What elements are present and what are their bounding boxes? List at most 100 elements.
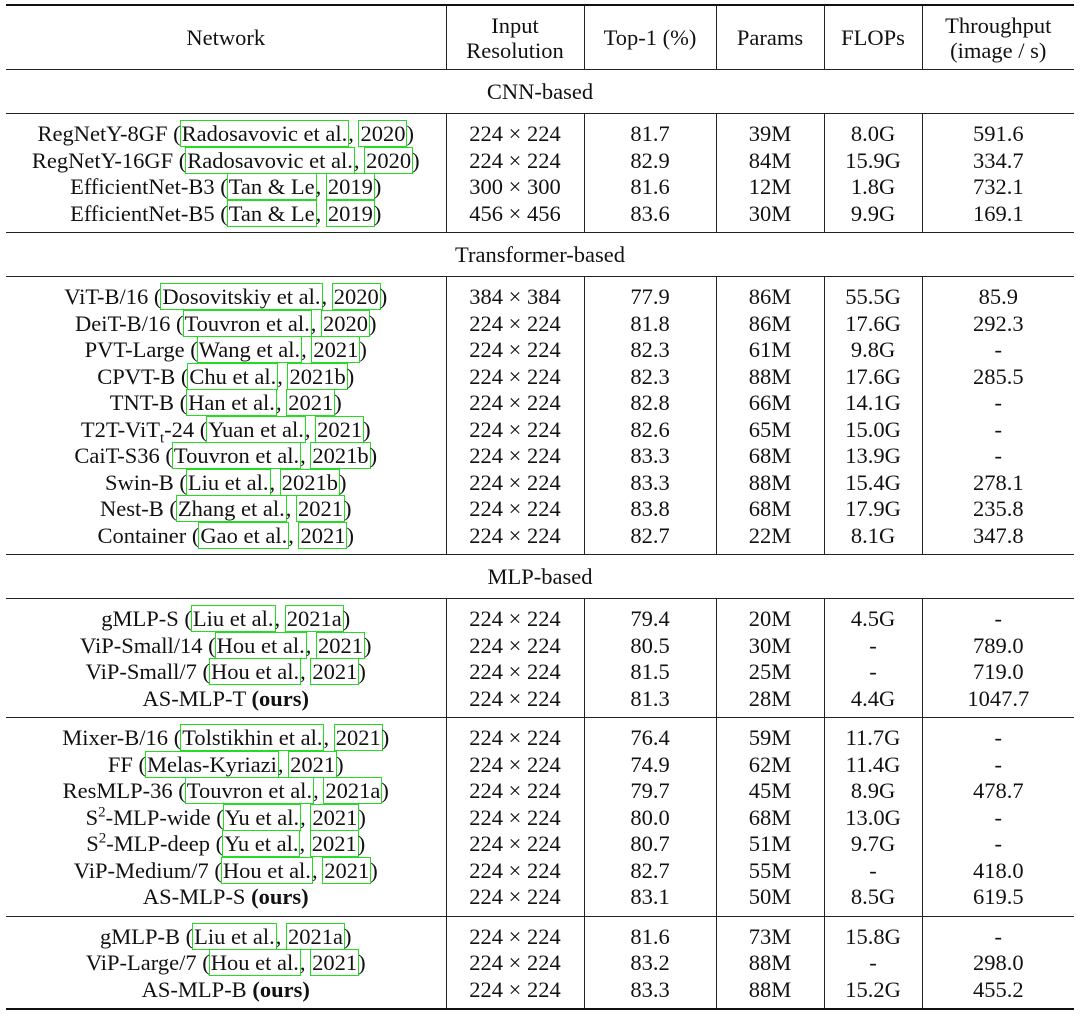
resolution-cell: 456 × 456 [445, 200, 584, 233]
header-flops: FLOPs [823, 5, 922, 70]
section-cnn-title: CNN-based [6, 69, 1074, 114]
citation-year: 2021 [309, 830, 359, 857]
top1-cell: 79.4 [583, 598, 716, 633]
citation-authors: Han et al. [186, 389, 277, 416]
resolution-cell: 224 × 224 [445, 496, 584, 523]
params-cell: 22M [715, 522, 824, 555]
params-cell: 68M [715, 804, 824, 831]
network-cell: FF (Melas-Kyriazi, 2021) [107, 750, 344, 778]
citation-authors: Hou et al. [220, 856, 313, 884]
top1-cell: 82.8 [583, 390, 716, 417]
table-row: CPVT-B (Chu et al., 2021b) 224 × 224 82.3 8… [6, 362, 1074, 390]
flops-cell: 9.7G [823, 831, 922, 858]
citation-authors: Zhang et al. [175, 495, 287, 522]
citation-authors: Liu et al. [192, 922, 277, 950]
throughput-cell: - [921, 598, 1074, 633]
model-name: AS-MLP-S [142, 884, 246, 909]
flops-cell: - [823, 632, 922, 659]
resolution-cell: 224 × 224 [445, 522, 584, 555]
throughput-cell: 278.1 [921, 469, 1074, 496]
network-cell: CaiT-S36 (Touvron et al., 2021b) [74, 442, 378, 469]
header-throughput: Throughput (image / s) [921, 5, 1074, 70]
citation-authors: Tan & Le [226, 199, 317, 227]
network-cell: EfficientNet-B3 (Tan & Le, 2019) [70, 173, 382, 200]
top1-cell: 80.5 [583, 632, 716, 659]
flops-cell: 8.5G [823, 884, 922, 916]
citation-year: 2021b [287, 362, 348, 390]
citation-year: 2019 [325, 173, 375, 200]
flops-cell: 8.9G [823, 778, 922, 805]
throughput-cell: 285.5 [921, 363, 1074, 390]
header-input-resolution: Input Resolution [445, 5, 584, 70]
network-cell: Container (Gao et al., 2021) [97, 521, 354, 549]
citation-authors: Touvron et al. [184, 777, 315, 804]
model-name: Nest-B [100, 496, 164, 521]
table-row: EfficientNet-B3 (Tan & Le, 2019) 300 × 30… [6, 173, 1074, 201]
network-cell: ViP-Small/14 (Hou et al., 2021) [80, 631, 372, 659]
params-cell: 84M [715, 147, 824, 174]
table-header: Network Input Resolution Top-1 (%) Param… [6, 5, 1074, 70]
network-cell: T2T-ViTt-24 (Yuan et al., 2021) [80, 415, 371, 446]
network-cell: ViP-Small/7 (Hou et al., 2021) [85, 658, 366, 685]
resolution-cell: 224 × 224 [445, 337, 584, 364]
model-name: EfficientNet-B5 [70, 200, 215, 226]
citation-year: 2021 [286, 389, 336, 416]
throughput-cell: 455.2 [921, 976, 1074, 1009]
throughput-cell: 418.0 [921, 857, 1074, 884]
resolution-cell: 224 × 224 [445, 147, 584, 174]
network-cell: RegNetY-8GF (Radosavovic et al., 2020) [37, 120, 414, 147]
model-name-suffix: -MLP-wide [105, 804, 211, 830]
network-cell: ViP-Medium/7 (Hou et al., 2021) [73, 856, 378, 884]
params-cell: 45M [715, 778, 824, 805]
citation-year: 2021b [310, 442, 371, 469]
flops-cell: 15.4G [823, 469, 922, 496]
table-row: gMLP-S (Liu et al., 2021a) 224 × 224 79.4 2… [6, 598, 1074, 633]
section-transformer-title: Transformer-based [6, 232, 1074, 277]
params-cell: 50M [715, 884, 824, 916]
network-cell: AS-MLP-T (ours) [6, 686, 446, 718]
flops-cell: 15.9G [823, 147, 922, 174]
citation-authors: Yu et al. [222, 830, 301, 857]
citation-year: 2021 [310, 658, 360, 685]
top1-cell: 74.9 [583, 751, 716, 778]
resolution-cell: 224 × 224 [445, 363, 584, 390]
params-cell: 55M [715, 857, 824, 884]
table-row: RegNetY-8GF (Radosavovic et al., 2020) 22… [6, 113, 1074, 148]
throughput-cell: 732.1 [921, 174, 1074, 201]
throughput-cell: - [921, 443, 1074, 470]
table-row: TNT-B (Han et al., 2021) 224 × 224 82.8 66M… [6, 389, 1074, 417]
network-cell: ViT-B/16 (Dosovitskiy et al., 2020) [64, 283, 388, 310]
flops-cell: 13.9G [823, 443, 922, 470]
params-cell: 12M [715, 174, 824, 201]
resolution-cell: 224 × 224 [445, 916, 584, 950]
resolution-cell: 224 × 224 [445, 976, 584, 1009]
flops-cell: 14.1G [823, 390, 922, 417]
table-row: RegNetY-16GF (Radosavovic et al., 2020) 2… [6, 146, 1074, 174]
flops-cell: 17.6G [823, 363, 922, 390]
flops-cell: 9.9G [823, 200, 922, 233]
citation-authors: Yu et al. [222, 803, 302, 831]
table-row: ViP-Large/7 (Hou et al., 2021) 224 × 224 8… [6, 949, 1074, 977]
citation-authors: Liu et al. [190, 605, 276, 632]
top1-cell: 80.7 [583, 831, 716, 858]
table-row: ResMLP-36 (Touvron et al., 2021a) 224 × 2… [6, 777, 1074, 805]
network-cell: AS-MLP-B (ours) [6, 977, 446, 1010]
resolution-cell: 224 × 224 [445, 804, 584, 831]
params-cell: 88M [715, 950, 824, 977]
citation-year: 2021 [310, 949, 360, 976]
resolution-cell: 384 × 384 [445, 276, 584, 311]
flops-cell: 8.1G [823, 522, 922, 555]
flops-cell: 11.4G [823, 751, 922, 778]
throughput-cell: - [921, 751, 1074, 778]
params-cell: 25M [715, 659, 824, 686]
model-name: S [85, 804, 99, 830]
header-params: Params [715, 5, 824, 70]
top1-cell: 83.3 [583, 469, 716, 496]
params-cell: 88M [715, 363, 824, 390]
top1-cell: 82.7 [583, 857, 716, 884]
citation-authors: Touvron et al. [182, 309, 312, 337]
network-cell: Nest-B (Zhang et al., 2021) [100, 495, 352, 522]
citation-authors: Tan & Le [226, 173, 317, 200]
params-cell: 39M [715, 113, 824, 148]
table-row: AS-MLP-B (ours) 224 × 224 83.3 88M 15.2G 455.… [6, 976, 1074, 1010]
